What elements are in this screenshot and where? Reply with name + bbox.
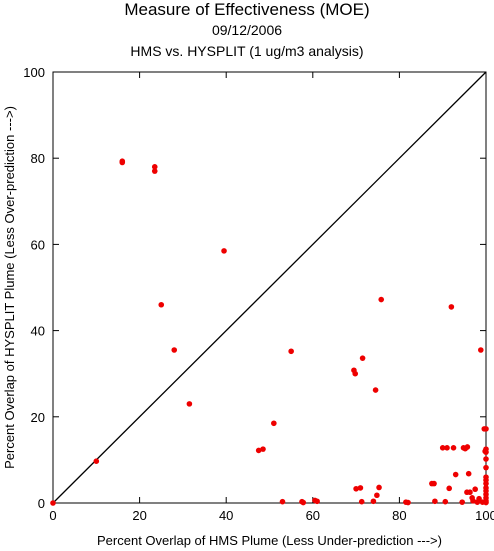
axis-ticks: 0 20 40 60 80 100 0 20 40 60 80 100 <box>23 65 494 523</box>
x-tick-label: 100 <box>475 508 494 523</box>
data-point <box>171 347 178 353</box>
data-point <box>431 480 437 487</box>
chart-title: Measure of Effectiveness (MOE) <box>124 0 370 19</box>
data-point <box>260 446 266 452</box>
data-point <box>370 498 377 505</box>
data-point <box>470 498 476 504</box>
data-point <box>119 158 126 165</box>
data-point <box>439 445 446 451</box>
data-point <box>300 499 307 506</box>
data-point <box>374 492 380 499</box>
data-point <box>476 495 482 502</box>
x-tick-label: 80 <box>392 508 406 523</box>
data-point <box>444 445 450 451</box>
x-tick-label: 40 <box>219 508 233 523</box>
data-point <box>465 470 472 477</box>
data-point <box>464 444 471 450</box>
data-point <box>314 498 320 505</box>
plot-area <box>52 71 487 504</box>
y-tick-label: 60 <box>31 237 45 252</box>
data-point <box>376 484 382 491</box>
data-point <box>151 168 158 174</box>
data-points <box>50 158 489 506</box>
data-point <box>478 347 484 353</box>
data-point <box>442 498 449 505</box>
data-point <box>357 485 364 491</box>
one-to-one-line <box>52 71 487 504</box>
data-point <box>483 426 489 432</box>
y-tick-label: 80 <box>31 151 45 166</box>
x-tick-label: 60 <box>306 508 320 523</box>
data-point <box>459 499 465 505</box>
y-tick-label: 100 <box>23 65 45 80</box>
data-point <box>255 447 262 454</box>
data-point <box>221 248 227 254</box>
data-point <box>93 458 100 464</box>
chart-date: 09/12/2006 <box>211 22 283 38</box>
data-point <box>271 420 277 427</box>
y-axis-label: Percent Overlap of HYSPLIT Plume (Less O… <box>2 106 17 469</box>
data-point <box>279 498 286 505</box>
x-tick-label: 20 <box>132 508 146 523</box>
data-point <box>378 296 385 303</box>
chart-subtitle: HMS vs. HYSPLIT (1 ug/m3 analysis) <box>130 43 364 59</box>
data-point <box>483 456 489 462</box>
data-point <box>472 486 478 493</box>
y-tick-label: 40 <box>31 324 45 339</box>
data-point <box>352 370 359 377</box>
x-axis-label: Percent Overlap of HMS Plume (Less Under… <box>97 533 442 548</box>
data-point <box>483 480 489 487</box>
data-point <box>446 485 452 492</box>
plot-frame <box>52 71 487 504</box>
data-point <box>450 445 457 451</box>
data-point <box>452 471 459 478</box>
data-point <box>448 304 455 310</box>
data-point <box>372 387 379 393</box>
data-point <box>483 464 489 471</box>
x-tick-label: 0 <box>49 508 56 523</box>
data-point <box>405 499 411 506</box>
data-point <box>358 498 365 505</box>
y-tick-label: 0 <box>38 496 45 511</box>
data-point <box>483 499 489 506</box>
data-point <box>359 355 366 361</box>
data-point <box>158 301 165 308</box>
data-point <box>483 449 489 455</box>
data-point <box>50 500 56 506</box>
data-point <box>151 164 158 170</box>
data-point <box>353 485 359 492</box>
data-point <box>467 489 473 496</box>
data-point <box>186 401 193 407</box>
data-point <box>432 498 438 505</box>
y-tick-label: 20 <box>31 410 45 425</box>
data-point <box>288 348 294 355</box>
